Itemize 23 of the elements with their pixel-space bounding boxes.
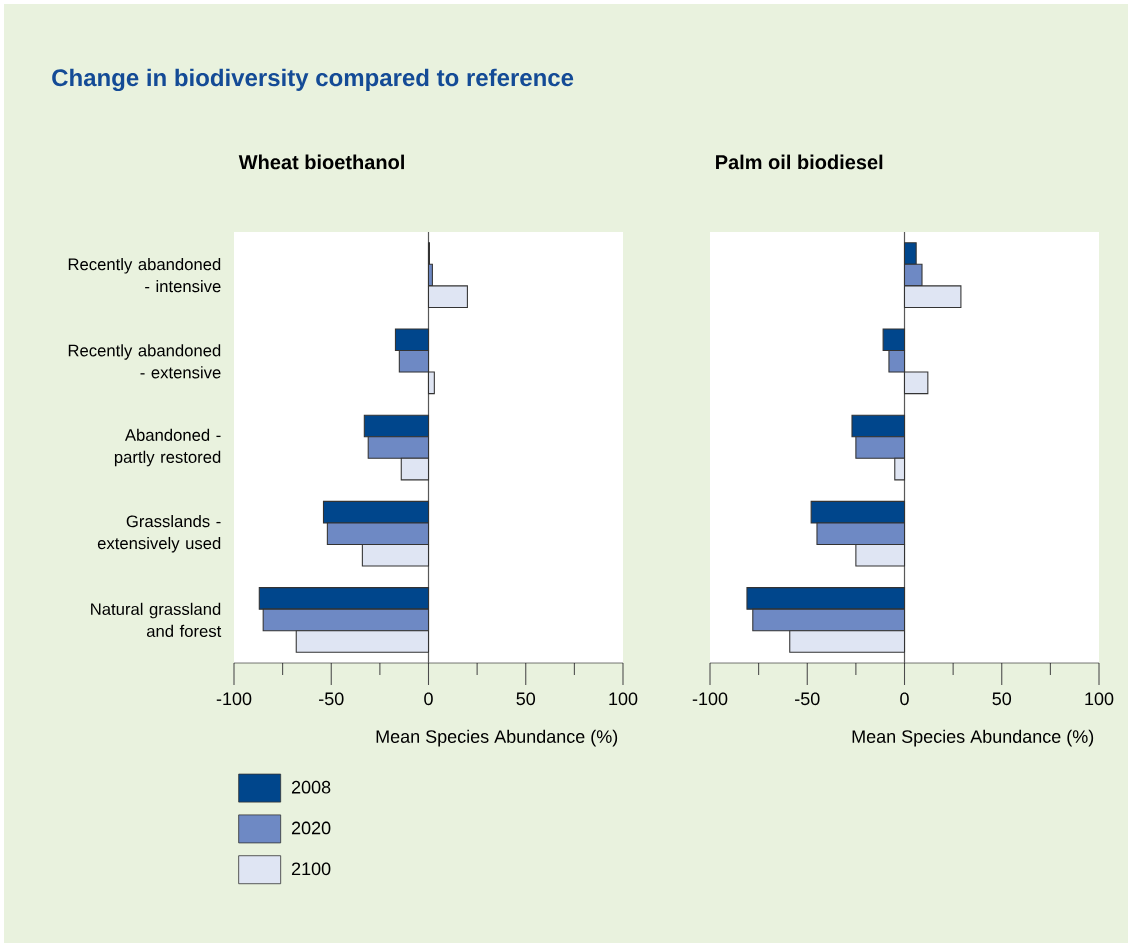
x-tick-label: 0 [900, 692, 909, 706]
x-tick-label: 0 [424, 692, 433, 706]
legend-label: 2008 [291, 780, 331, 794]
x-tick-label: 100 [609, 692, 638, 706]
x-tick-label: 100 [1085, 692, 1114, 706]
x-tick-label: -100 [216, 692, 252, 706]
x-tick-label: -100 [692, 692, 728, 706]
x-axis-title: Mean Species Abundance (%) [376, 729, 618, 747]
y-tick-label: Recently abandoned - extensive [68, 344, 221, 379]
y-tick-label: Natural grassland and forest [91, 602, 222, 638]
x-tick-label: -50 [319, 692, 344, 706]
legend-label: 2100 [291, 862, 331, 876]
chart-title: Palm oil biodiesel [716, 154, 883, 170]
x-tick-label: 50 [992, 692, 1012, 706]
y-tick-label: Grasslands - extensively used [97, 514, 221, 553]
y-tick-label: Abandoned - partly restored [114, 428, 221, 467]
x-tick-label: 50 [516, 692, 536, 706]
text: Change in biodiversity compared to reference [52, 68, 574, 92]
x-axis-title: Mean Species Abundance (%) [852, 729, 1094, 747]
x-tick-label: -50 [795, 692, 820, 706]
chart-title: Wheat bioethanol [238, 154, 404, 170]
legend-label: 2020 [291, 821, 331, 835]
y-tick-label: Recently abandoned - intensive [68, 257, 221, 293]
